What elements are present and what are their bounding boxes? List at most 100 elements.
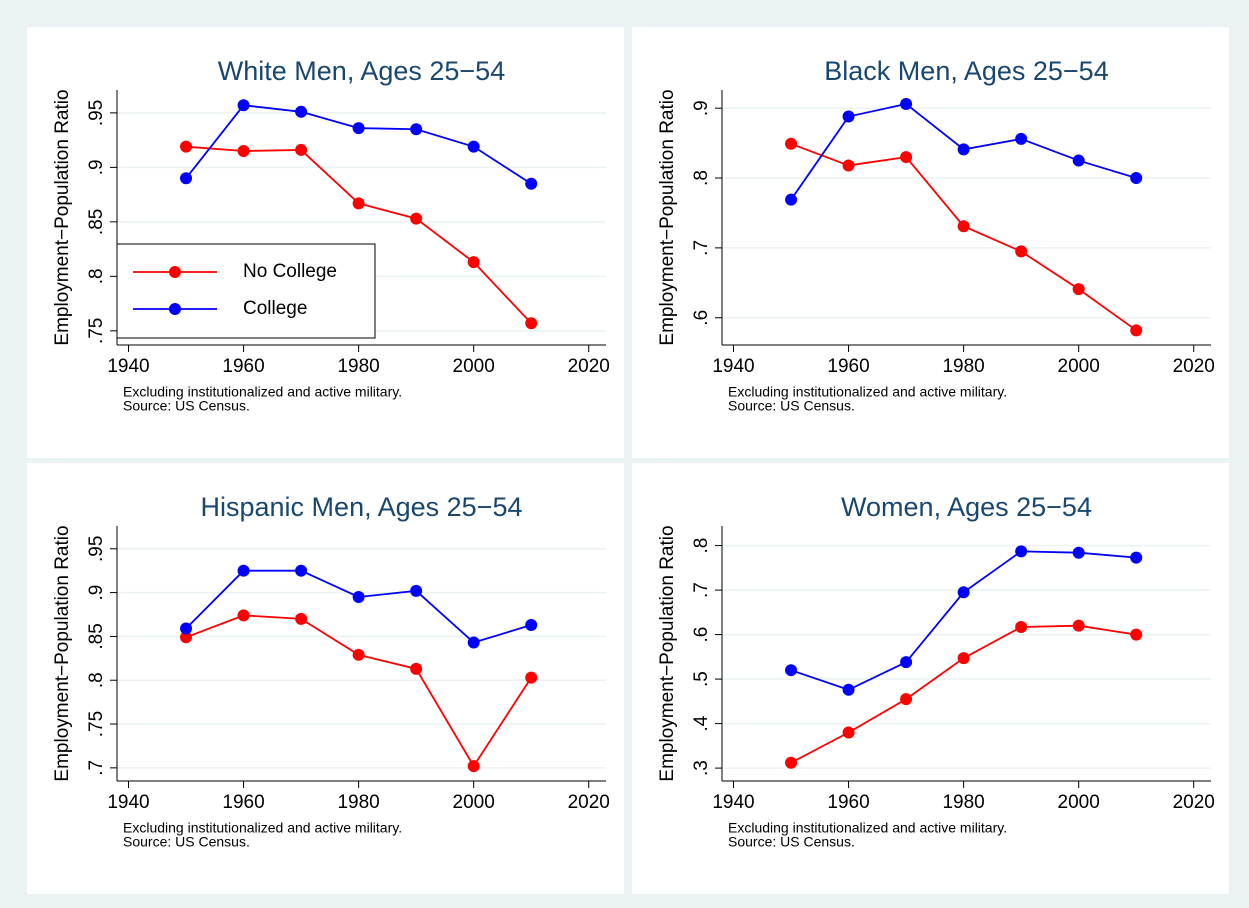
legend-marker	[169, 266, 181, 278]
x-tick-label: 2020	[568, 356, 610, 377]
x-tick-label: 1980	[942, 356, 984, 377]
data-point	[1072, 546, 1085, 559]
legend-label: No College	[243, 261, 337, 282]
data-point	[900, 656, 913, 669]
panel: Black Men, Ages 25−54 Employment−Populati…	[632, 27, 1229, 458]
data-point	[410, 584, 423, 597]
data-point	[1015, 545, 1028, 558]
y-tick-label: .9	[86, 159, 107, 175]
y-tick-label: .8	[691, 538, 712, 554]
y-tick-label: .8	[86, 672, 107, 688]
x-tick-label: 2000	[1058, 792, 1100, 813]
x-tick-label: 1960	[827, 792, 869, 813]
note: Excluding institutionalized and active m…	[123, 820, 402, 836]
y-axis-label: Employment−Population Ratio	[52, 89, 73, 345]
x-tick-label: 1940	[107, 792, 149, 813]
x-tick-label: 1940	[712, 356, 754, 377]
data-point	[352, 590, 365, 603]
chart-title: Black Men, Ages 25−54	[824, 56, 1108, 86]
data-point	[237, 609, 250, 622]
y-tick-label: .8	[86, 268, 107, 284]
data-point	[842, 110, 855, 123]
panel-background	[27, 463, 624, 894]
y-tick-label: .9	[86, 585, 107, 601]
data-point	[525, 177, 538, 190]
data-point	[785, 137, 798, 150]
data-point	[180, 172, 193, 185]
data-point	[467, 256, 480, 269]
x-tick-label: 2000	[453, 356, 495, 377]
y-tick-label: .7	[86, 760, 107, 776]
data-point	[1130, 551, 1143, 564]
note: Excluding institutionalized and active m…	[123, 384, 402, 400]
data-point	[957, 220, 970, 233]
x-tick-label: 2000	[453, 792, 495, 813]
note: Source: US Census.	[123, 834, 250, 850]
data-point	[295, 143, 308, 156]
panel: Women, Ages 25−54 Employment−Population R…	[632, 463, 1229, 894]
x-tick-label: 2020	[568, 792, 610, 813]
data-point	[525, 619, 538, 632]
data-point	[1015, 245, 1028, 258]
legend-marker	[169, 303, 181, 315]
data-point	[410, 212, 423, 225]
y-tick-label: .75	[86, 711, 107, 737]
y-tick-label: .6	[691, 627, 712, 643]
y-tick-label: .85	[86, 209, 107, 235]
data-point	[1072, 619, 1085, 632]
y-tick-label: .8	[691, 170, 712, 186]
data-point	[842, 683, 855, 696]
data-point	[1072, 154, 1085, 167]
data-point	[410, 662, 423, 675]
data-point	[900, 693, 913, 706]
x-tick-label: 2000	[1058, 356, 1100, 377]
data-point	[1015, 132, 1028, 145]
data-point	[1130, 628, 1143, 641]
data-point	[842, 726, 855, 739]
y-tick-label: .95	[86, 536, 107, 562]
data-point	[180, 622, 193, 635]
panel-background	[632, 27, 1229, 458]
data-point	[1072, 283, 1085, 296]
note: Excluding institutionalized and active m…	[728, 384, 1007, 400]
legend-box	[116, 243, 376, 339]
data-point	[352, 648, 365, 661]
legend-label: College	[243, 298, 307, 319]
x-tick-label: 1960	[827, 356, 869, 377]
x-tick-label: 1980	[337, 792, 379, 813]
x-tick-label: 1940	[107, 356, 149, 377]
data-point	[180, 140, 193, 153]
data-point	[957, 586, 970, 599]
note: Excluding institutionalized and active m…	[728, 820, 1007, 836]
x-tick-label: 1940	[712, 792, 754, 813]
data-point	[180, 631, 193, 644]
y-tick-label: .4	[691, 715, 712, 731]
panel: White Men, Ages 25−54 Employment−Populati…	[27, 27, 624, 458]
data-point	[785, 756, 798, 769]
data-point	[525, 317, 538, 330]
data-point	[410, 123, 423, 136]
x-tick-label: 2020	[1173, 356, 1215, 377]
y-tick-label: .95	[86, 100, 107, 126]
note: Source: US Census.	[123, 398, 250, 414]
x-tick-label: 1960	[222, 356, 264, 377]
data-point	[237, 145, 250, 158]
data-point	[295, 564, 308, 577]
data-point	[352, 122, 365, 135]
note: Source: US Census.	[728, 398, 855, 414]
chart-title: White Men, Ages 25−54	[218, 56, 505, 86]
note: Source: US Census.	[728, 834, 855, 850]
data-point	[467, 140, 480, 153]
data-point	[1130, 324, 1143, 337]
data-point	[1015, 621, 1028, 634]
y-tick-label: .7	[691, 240, 712, 256]
y-tick-label: .3	[691, 760, 712, 776]
data-point	[842, 159, 855, 172]
panel-background	[27, 27, 624, 458]
x-tick-label: 1980	[337, 356, 379, 377]
y-tick-label: .85	[86, 623, 107, 649]
data-point	[900, 151, 913, 164]
data-point	[237, 99, 250, 112]
data-point	[785, 664, 798, 677]
